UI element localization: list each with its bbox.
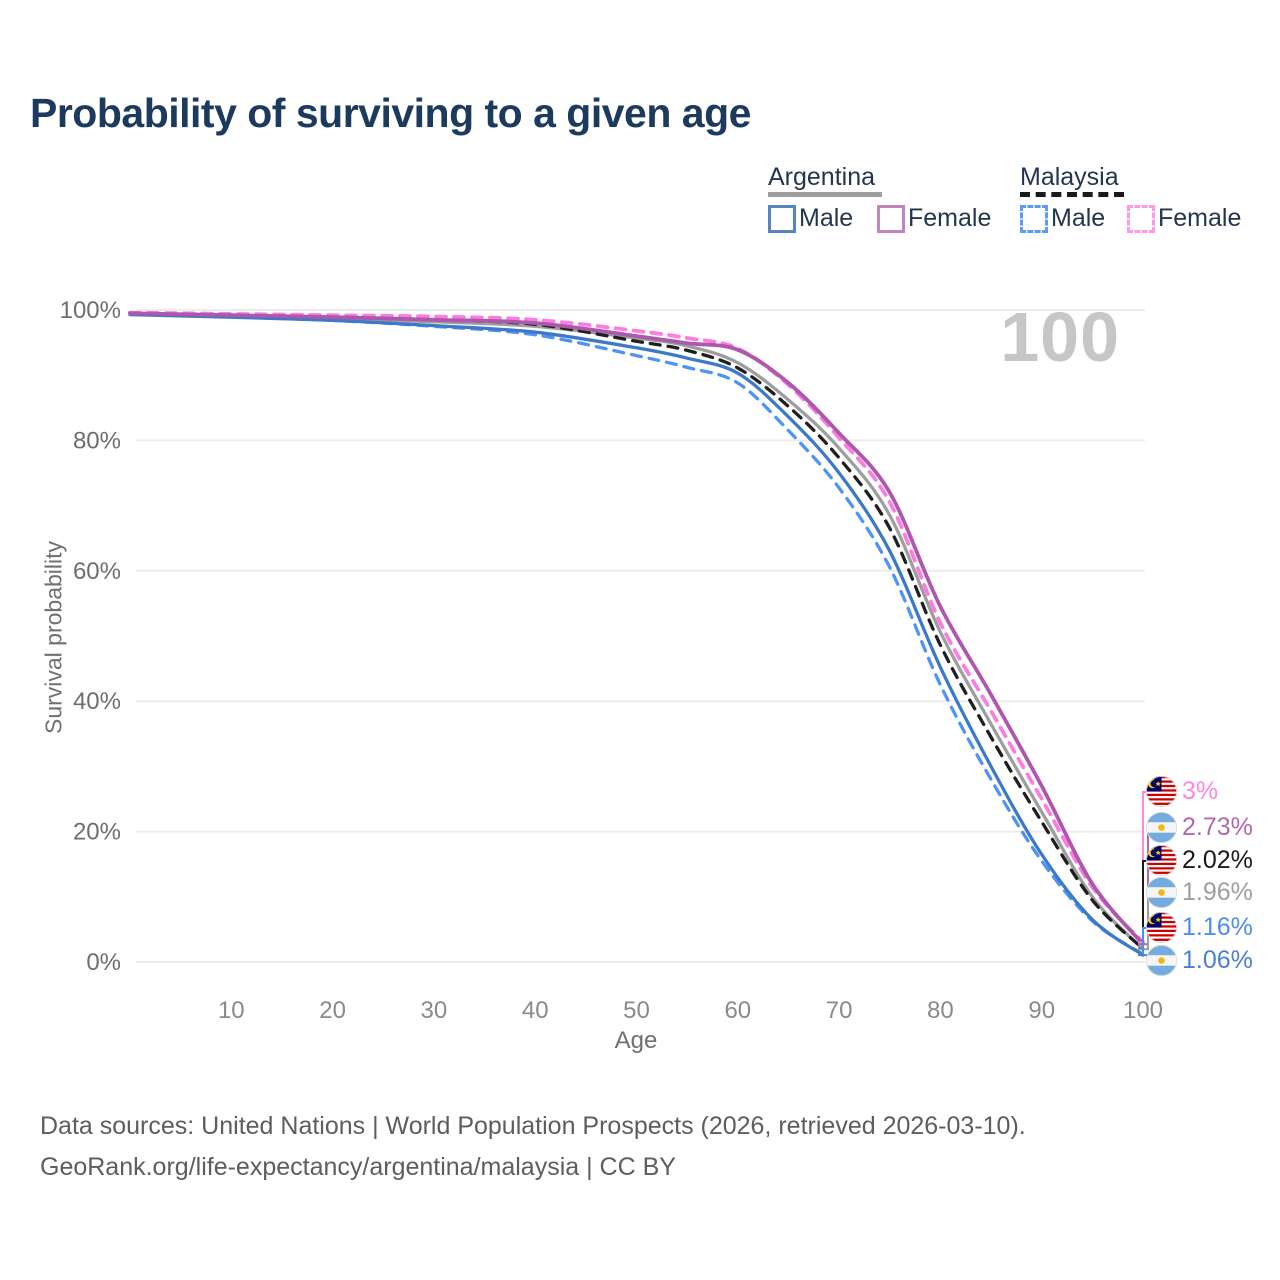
malaysia-flag-icon bbox=[1146, 776, 1177, 807]
legend-item-label: Male bbox=[799, 204, 854, 232]
age-marker-watermark: 100 bbox=[1000, 298, 1120, 376]
legend-item-argentina-male[interactable]: Male bbox=[768, 204, 853, 233]
legend-rule-malaysia bbox=[1020, 192, 1124, 197]
endpoint-argentina-male: 1.06% bbox=[1146, 945, 1253, 976]
legend-item-label: Female bbox=[1158, 204, 1242, 232]
argentina-flag-icon bbox=[1146, 877, 1177, 908]
x-tick-label: 70 bbox=[826, 997, 853, 1024]
x-tick-label: 60 bbox=[724, 997, 751, 1024]
x-tick-label: 20 bbox=[319, 997, 346, 1024]
attribution-line: GeoRank.org/life-expectancy/argentina/ma… bbox=[40, 1153, 676, 1181]
legend-item-argentina-female[interactable]: Female bbox=[877, 204, 991, 233]
endpoint-malaysia-female: 3% bbox=[1146, 776, 1218, 807]
curve-malaysia-male bbox=[128, 312, 1145, 957]
legend-group-argentina: Argentina bbox=[768, 163, 876, 191]
y-tick-label: 60% bbox=[73, 558, 121, 585]
endpoint-value: 2.02% bbox=[1182, 846, 1253, 874]
legend-group-malaysia: Malaysia bbox=[1020, 163, 1119, 191]
argentina-male-swatch-icon bbox=[768, 204, 796, 233]
malaysia-flag-icon bbox=[1146, 845, 1177, 876]
y-tick-label: 0% bbox=[86, 949, 121, 976]
endpoint-argentina-both: 1.96% bbox=[1146, 877, 1253, 908]
legend-rule-argentina bbox=[768, 192, 882, 197]
endpoint-argentina-female: 2.73% bbox=[1146, 812, 1253, 843]
legend-item-label: Male bbox=[1051, 204, 1106, 232]
argentina-female-swatch-icon bbox=[877, 204, 905, 233]
curve-argentina-female bbox=[128, 311, 1145, 947]
legend-item-malaysia-male[interactable]: Male bbox=[1020, 204, 1105, 233]
x-axis-title: Age bbox=[614, 1027, 658, 1054]
argentina-flag-icon bbox=[1146, 812, 1177, 843]
x-tick-label: 30 bbox=[421, 997, 448, 1024]
y-axis-title: Survival probability bbox=[40, 540, 67, 735]
x-tick-label: 80 bbox=[927, 997, 954, 1024]
footer: Data sources: United Nations | World Pop… bbox=[40, 1106, 1026, 1188]
y-tick-label: 100% bbox=[60, 297, 121, 324]
endpoint-value: 3% bbox=[1182, 777, 1219, 805]
argentina-flag-icon bbox=[1146, 945, 1177, 976]
endpoint-malaysia-both: 2.02% bbox=[1146, 845, 1253, 876]
x-tick-label: 100 bbox=[1123, 997, 1163, 1024]
page-title: Probability of surviving to a given age bbox=[30, 90, 751, 136]
legend-item-label: Female bbox=[908, 204, 992, 232]
endpoint-value: 1.96% bbox=[1182, 878, 1253, 906]
malaysia-male-swatch-icon bbox=[1020, 204, 1048, 233]
curve-argentina-both-sexes bbox=[128, 312, 1145, 951]
x-tick-label: 10 bbox=[218, 997, 245, 1024]
endpoint-value: 1.06% bbox=[1182, 946, 1253, 974]
y-tick-label: 80% bbox=[73, 427, 121, 454]
endpoint-malaysia-male: 1.16% bbox=[1146, 912, 1253, 943]
malaysia-female-swatch-icon bbox=[1127, 204, 1155, 233]
curve-argentina-male bbox=[128, 312, 1145, 957]
curve-malaysia-both-sexes bbox=[128, 311, 1145, 951]
endpoint-value: 2.73% bbox=[1182, 813, 1253, 841]
x-tick-label: 90 bbox=[1028, 997, 1055, 1024]
curve-malaysia-female bbox=[128, 310, 1145, 945]
legend-item-malaysia-female[interactable]: Female bbox=[1127, 204, 1241, 233]
data-sources-line: Data sources: United Nations | World Pop… bbox=[40, 1112, 1026, 1140]
endpoint-value: 1.16% bbox=[1182, 913, 1253, 941]
y-tick-label: 40% bbox=[73, 688, 121, 715]
malaysia-flag-icon bbox=[1146, 912, 1177, 943]
x-tick-label: 50 bbox=[623, 997, 650, 1024]
y-tick-label: 20% bbox=[73, 819, 121, 846]
x-tick-label: 40 bbox=[522, 997, 549, 1024]
